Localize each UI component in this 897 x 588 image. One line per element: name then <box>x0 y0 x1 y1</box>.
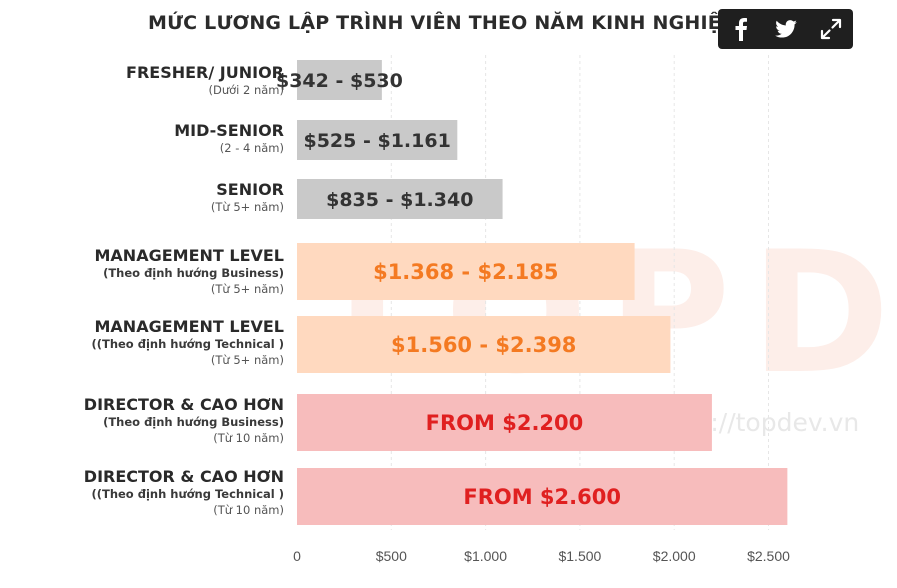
category-label-direction: ((Theo định hướng Technical ) <box>91 337 284 351</box>
bar-value-label: $342 - $530 <box>276 70 403 92</box>
bar-value-label: FROM $2.600 <box>463 485 621 509</box>
category-label: SENIOR (Từ 5+ năm) <box>211 181 284 215</box>
category-label-years: (2 - 4 năm) <box>219 141 284 155</box>
category-label-direction: (Theo định hướng Business) <box>103 266 284 280</box>
category-label-main: MANAGEMENT LEVEL <box>94 317 285 336</box>
x-tick-label: $1.500 <box>558 548 601 564</box>
twitter-share-button[interactable] <box>771 14 801 44</box>
category-label: FRESHER/ JUNIOR (Dưới 2 năm) <box>126 64 284 98</box>
category-label: DIRECTOR & CAO HƠN ((Theo định hướng Tech… <box>84 468 284 518</box>
bar <box>297 120 458 160</box>
share-toolbar <box>718 9 853 49</box>
category-label-years: (Dưới 2 năm) <box>208 83 284 97</box>
category-label-main: FRESHER/ JUNIOR <box>126 63 284 82</box>
bar-value-label: $525 - $1.161 <box>303 130 450 152</box>
category-label-years: (Từ 10 năm) <box>213 431 284 445</box>
category-label: DIRECTOR & CAO HƠN (Theo định hướng Busin… <box>84 396 284 446</box>
twitter-icon <box>774 20 797 38</box>
bar <box>297 60 382 100</box>
category-label-direction: (Theo định hướng Business) <box>103 415 284 429</box>
category-label-main: DIRECTOR & CAO HƠN <box>83 395 284 414</box>
bar-value-label: $1.368 - $2.185 <box>373 260 558 284</box>
chart-title: MỨC LƯƠNG LẬP TRÌNH VIÊN THEO NĂM KINH N… <box>148 12 741 34</box>
category-label-main: MID-SENIOR <box>174 121 284 140</box>
category-label-years: (Từ 5+ năm) <box>210 200 284 214</box>
bar <box>297 468 788 525</box>
expand-icon <box>820 18 841 40</box>
category-label-years: (Từ 10 năm) <box>213 503 284 517</box>
bar <box>297 394 712 451</box>
category-label-years: (Từ 5+ năm) <box>210 353 284 367</box>
x-tick-label: $500 <box>376 548 407 564</box>
category-label: MANAGEMENT LEVEL ((Theo định hướng Techni… <box>91 318 284 368</box>
fullscreen-button[interactable] <box>816 14 846 44</box>
bar-value-label: FROM $2.200 <box>426 411 584 435</box>
bar <box>297 243 635 300</box>
bar <box>297 179 503 219</box>
category-label: MID-SENIOR (2 - 4 năm) <box>174 122 284 156</box>
category-label-main: MANAGEMENT LEVEL <box>94 246 285 265</box>
bar-value-label: $835 - $1.340 <box>326 189 473 211</box>
x-tick-label: $2.500 <box>747 548 790 564</box>
category-label: MANAGEMENT LEVEL (Theo định hướng Busines… <box>95 247 285 297</box>
category-label-years: (Từ 5+ năm) <box>210 282 284 296</box>
facebook-icon <box>735 18 747 41</box>
x-tick-label: 0 <box>293 548 301 564</box>
category-label-direction: ((Theo định hướng Technical ) <box>91 487 284 501</box>
x-tick-label: $2.000 <box>653 548 696 564</box>
bar <box>297 316 671 373</box>
facebook-share-button[interactable] <box>726 14 756 44</box>
x-tick-label: $1.000 <box>464 548 507 564</box>
category-label-main: DIRECTOR & CAO HƠN <box>83 467 284 486</box>
category-label-main: SENIOR <box>216 180 284 199</box>
bar-value-label: $1.560 - $2.398 <box>391 333 576 357</box>
